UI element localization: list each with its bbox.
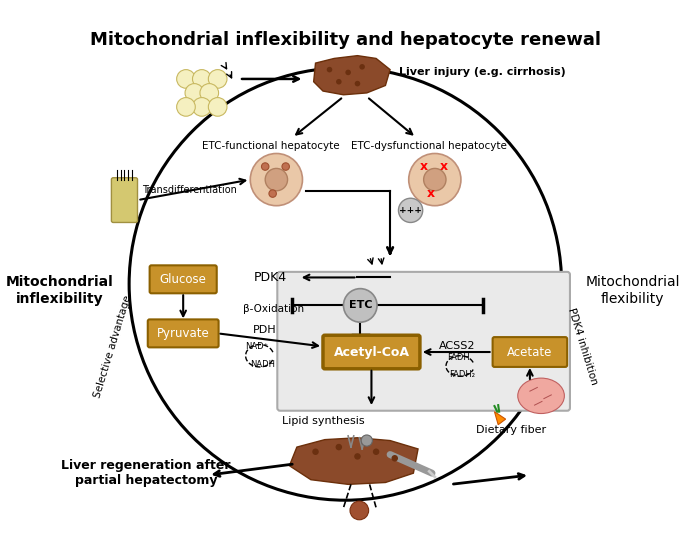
Text: PDK4: PDK4 — [254, 271, 287, 284]
Text: Acetyl-CoA: Acetyl-CoA — [334, 346, 410, 359]
Text: x: x — [440, 160, 448, 173]
Text: PDK4 inhibition: PDK4 inhibition — [566, 307, 599, 386]
Text: Liver regeneration after
partial hepatectomy: Liver regeneration after partial hepatec… — [61, 459, 231, 487]
Text: NAD⁺: NAD⁺ — [245, 342, 269, 351]
Text: ETC-dysfunctional hepatocyte: ETC-dysfunctional hepatocyte — [351, 141, 507, 151]
Circle shape — [269, 190, 276, 197]
Polygon shape — [290, 438, 418, 484]
Text: Pyruvate: Pyruvate — [157, 327, 210, 340]
Circle shape — [282, 163, 290, 170]
Circle shape — [336, 79, 342, 85]
Circle shape — [208, 70, 227, 88]
Text: Selective advantage: Selective advantage — [93, 294, 134, 399]
FancyBboxPatch shape — [277, 272, 570, 411]
Text: Glucose: Glucose — [160, 273, 207, 286]
Text: PDH: PDH — [253, 325, 276, 335]
Text: Liver injury (e.g. cirrhosis): Liver injury (e.g. cirrhosis) — [399, 68, 566, 77]
Text: β-Oxidation: β-Oxidation — [243, 304, 304, 314]
Polygon shape — [495, 411, 506, 425]
Text: Dietary fiber: Dietary fiber — [476, 426, 547, 435]
Circle shape — [336, 444, 342, 450]
FancyBboxPatch shape — [323, 335, 420, 369]
Text: +++: +++ — [399, 206, 422, 215]
Circle shape — [250, 153, 303, 206]
Text: Mitochondrial inflexibility and hepatocyte renewal: Mitochondrial inflexibility and hepatocy… — [90, 31, 601, 49]
FancyBboxPatch shape — [112, 178, 138, 222]
Circle shape — [361, 435, 373, 446]
Circle shape — [177, 70, 195, 88]
Circle shape — [350, 501, 369, 520]
Text: Transdifferentiation: Transdifferentiation — [142, 185, 237, 194]
Text: Lipid synthesis: Lipid synthesis — [282, 416, 364, 426]
Text: NADH: NADH — [250, 360, 275, 369]
Circle shape — [354, 453, 361, 460]
Circle shape — [185, 84, 203, 102]
Circle shape — [192, 98, 211, 116]
Circle shape — [345, 70, 351, 75]
Circle shape — [327, 67, 332, 72]
Circle shape — [192, 70, 211, 88]
FancyBboxPatch shape — [149, 265, 216, 293]
Text: ETC-functional hepatocyte: ETC-functional hepatocyte — [202, 141, 340, 151]
Circle shape — [262, 163, 269, 170]
Ellipse shape — [518, 378, 564, 414]
Text: ACSS2: ACSS2 — [439, 341, 475, 352]
Text: Mitochondrial
inflexibility: Mitochondrial inflexibility — [5, 275, 113, 306]
Polygon shape — [314, 56, 390, 95]
Circle shape — [409, 153, 461, 206]
Text: FADH₂: FADH₂ — [449, 370, 475, 379]
Circle shape — [423, 168, 446, 191]
Text: Acetate: Acetate — [507, 346, 553, 359]
Text: ETC: ETC — [349, 300, 372, 310]
Circle shape — [399, 198, 423, 222]
Circle shape — [312, 449, 319, 455]
Circle shape — [200, 84, 219, 102]
Circle shape — [265, 168, 288, 191]
FancyBboxPatch shape — [493, 337, 567, 367]
Circle shape — [392, 455, 398, 462]
Circle shape — [208, 98, 227, 116]
FancyBboxPatch shape — [148, 319, 219, 347]
Circle shape — [177, 98, 195, 116]
Text: Mitochondrial
flexibility: Mitochondrial flexibility — [585, 275, 680, 306]
Text: x: x — [427, 187, 435, 200]
Text: x: x — [420, 160, 427, 173]
Circle shape — [355, 81, 360, 86]
Circle shape — [373, 449, 379, 455]
Circle shape — [360, 64, 365, 70]
Text: FADH: FADH — [447, 353, 469, 362]
Circle shape — [343, 289, 377, 322]
